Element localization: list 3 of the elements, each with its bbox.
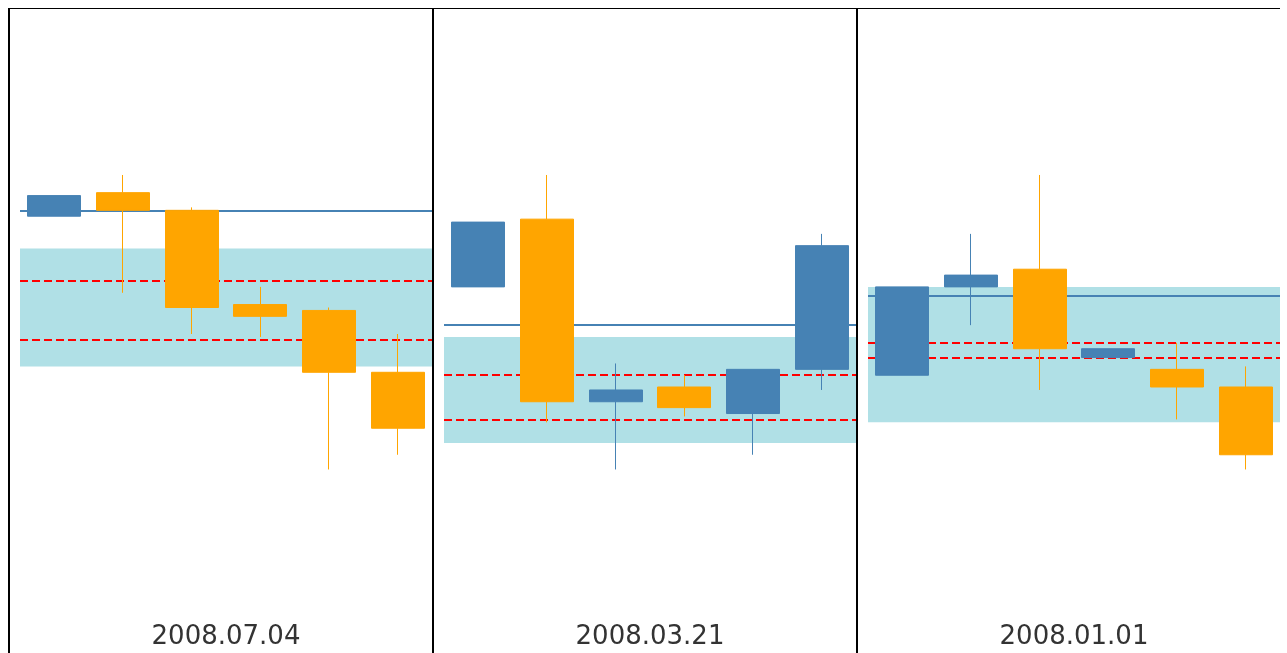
x-axis-title: 2008.01.01 [999,620,1149,650]
x-axis-title: 2008.03.21 [575,620,725,650]
x-axis-title: 2008.07.04 [151,620,301,650]
